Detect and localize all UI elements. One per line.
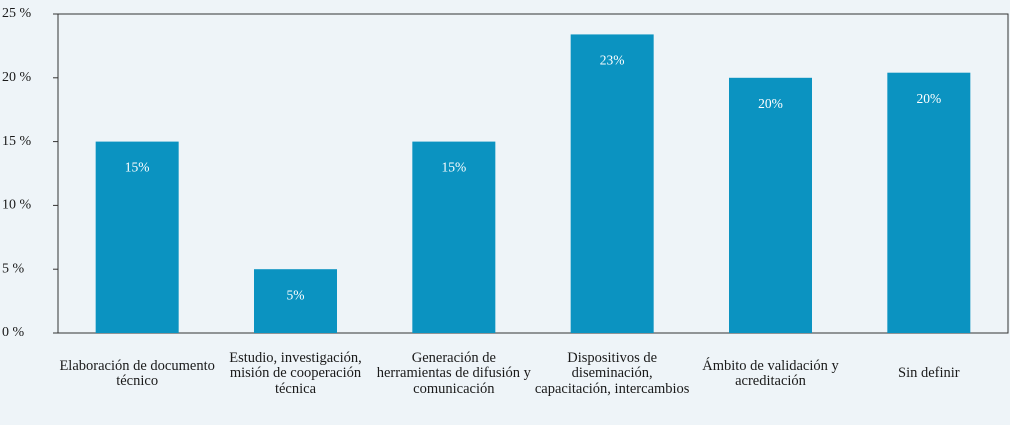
data-label: 15% <box>441 160 466 175</box>
plot-frame <box>57 13 1009 334</box>
x-tick-label: Sin definir <box>898 365 960 381</box>
y-tick-label: 20 % <box>2 70 32 85</box>
data-label: 20% <box>758 96 783 111</box>
data-label: 23% <box>600 53 625 68</box>
data-label: 15% <box>125 160 150 175</box>
y-tick-label: 25 % <box>2 6 32 21</box>
data-label: 5% <box>287 287 305 302</box>
x-tick-label: Estudio, investigación, misión de cooper… <box>229 349 362 397</box>
x-tick-label: Dispositivos de diseminación, capacitaci… <box>534 349 690 397</box>
data-label: 20% <box>916 91 941 106</box>
x-tick-label: Elaboración de documento técnico <box>59 357 215 389</box>
y-tick-label: 5 % <box>2 261 25 276</box>
y-tick-label: 10 % <box>2 198 32 213</box>
bar <box>570 34 654 333</box>
bar <box>729 77 812 333</box>
bar <box>254 269 337 333</box>
bar <box>887 72 971 334</box>
y-tick-label: 0 % <box>2 325 25 340</box>
x-tick-label: Generación de herramientas de difusión y… <box>376 349 531 397</box>
y-tick-label: 15 % <box>2 134 32 149</box>
bar <box>412 141 496 333</box>
x-tick-label: Ámbito de validación y acreditación <box>702 357 839 389</box>
bar <box>95 141 179 333</box>
